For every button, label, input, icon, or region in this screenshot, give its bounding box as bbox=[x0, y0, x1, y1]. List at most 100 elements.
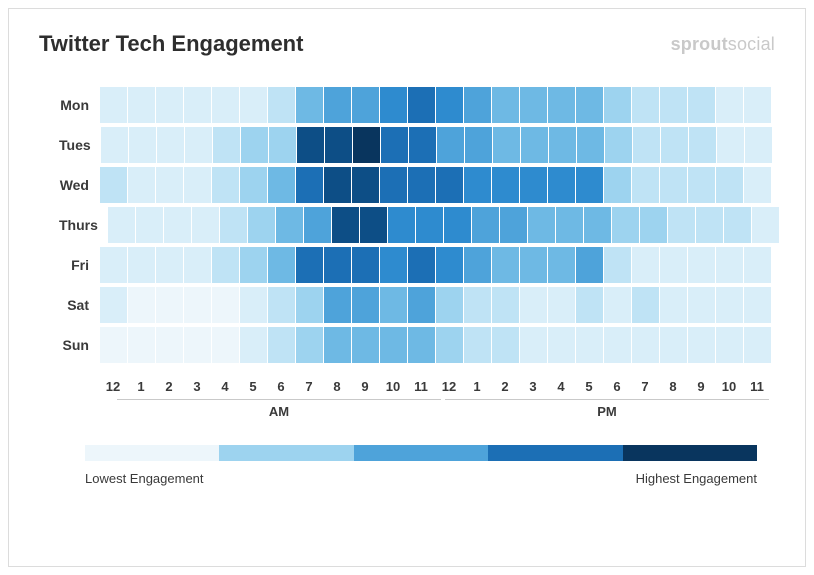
heatmap-cell bbox=[744, 327, 771, 363]
heatmap-cell bbox=[632, 87, 659, 123]
heatmap-cell bbox=[520, 167, 547, 203]
heatmap-cell bbox=[100, 167, 127, 203]
heatmap-cell bbox=[660, 167, 687, 203]
heatmap-cell bbox=[696, 207, 723, 243]
heatmap-row: Wed bbox=[59, 165, 771, 205]
heatmap-cell bbox=[716, 287, 743, 323]
heatmap-cell bbox=[716, 247, 743, 283]
heatmap-cell bbox=[212, 167, 239, 203]
heatmap-cell bbox=[584, 207, 611, 243]
heatmap-cell bbox=[408, 327, 435, 363]
legend-segment bbox=[219, 445, 353, 461]
heatmap-cell bbox=[380, 87, 407, 123]
heatmap-cell bbox=[101, 127, 128, 163]
heatmap-cell bbox=[184, 287, 211, 323]
legend-segment bbox=[85, 445, 219, 461]
heatmap-cell bbox=[213, 127, 240, 163]
heatmap-cell bbox=[128, 87, 155, 123]
heatmap-cell bbox=[240, 167, 267, 203]
heatmap-cell bbox=[520, 87, 547, 123]
heatmap-cell bbox=[717, 127, 744, 163]
heatmap-cell bbox=[156, 247, 183, 283]
heatmap-cell bbox=[660, 247, 687, 283]
legend-labels: Lowest Engagement Highest Engagement bbox=[85, 471, 757, 486]
heatmap-cell bbox=[332, 207, 359, 243]
heatmap-cell bbox=[576, 247, 603, 283]
heatmap-cell bbox=[268, 167, 295, 203]
legend: Lowest Engagement Highest Engagement bbox=[85, 445, 757, 486]
heatmap-cell bbox=[156, 327, 183, 363]
heatmap-cell bbox=[220, 207, 247, 243]
heatmap-cell bbox=[324, 327, 351, 363]
heatmap-cell bbox=[576, 327, 603, 363]
heatmap-cell bbox=[128, 247, 155, 283]
heatmap-cell bbox=[604, 247, 631, 283]
heatmap-cell bbox=[492, 87, 519, 123]
heatmap-cell bbox=[689, 127, 716, 163]
hour-label: 5 bbox=[239, 379, 267, 394]
heatmap-cell bbox=[492, 327, 519, 363]
hour-label: 9 bbox=[687, 379, 715, 394]
brand-logo: sproutsocial bbox=[671, 34, 775, 55]
heatmap-cell bbox=[716, 327, 743, 363]
hour-label: 4 bbox=[211, 379, 239, 394]
hour-label: 2 bbox=[491, 379, 519, 394]
hour-label: 12 bbox=[99, 379, 127, 394]
heatmap-cell bbox=[744, 287, 771, 323]
heatmap-row: Fri bbox=[59, 245, 771, 285]
heatmap-cell bbox=[360, 207, 387, 243]
hour-label: 2 bbox=[155, 379, 183, 394]
heatmap-cell bbox=[548, 327, 575, 363]
heatmap-cell bbox=[464, 247, 491, 283]
heatmap-row: Sun bbox=[59, 325, 771, 365]
heatmap-cell bbox=[381, 127, 408, 163]
heatmap-cell bbox=[352, 287, 379, 323]
hour-label: 11 bbox=[743, 379, 771, 394]
heatmap-cell bbox=[744, 247, 771, 283]
heatmap-cell bbox=[184, 87, 211, 123]
legend-segment bbox=[354, 445, 488, 461]
heatmap-cell bbox=[464, 327, 491, 363]
heatmap-cell bbox=[661, 127, 688, 163]
heatmap-cell bbox=[436, 327, 463, 363]
heatmap-cell bbox=[660, 327, 687, 363]
heatmap-cell bbox=[520, 287, 547, 323]
heatmap-cell bbox=[660, 287, 687, 323]
heatmap-cell bbox=[688, 287, 715, 323]
heatmap-cell bbox=[380, 327, 407, 363]
heatmap-cell bbox=[548, 167, 575, 203]
heatmap-cell bbox=[632, 287, 659, 323]
heatmap-cell bbox=[576, 87, 603, 123]
hour-label: 9 bbox=[351, 379, 379, 394]
heatmap-cell bbox=[492, 247, 519, 283]
heatmap-cell bbox=[380, 287, 407, 323]
heatmap-cell bbox=[612, 207, 639, 243]
heatmap-cell bbox=[100, 87, 127, 123]
day-label: Sat bbox=[59, 297, 99, 313]
heatmap-cell bbox=[100, 327, 127, 363]
heatmap-row: Sat bbox=[59, 285, 771, 325]
heatmap-cell bbox=[436, 87, 463, 123]
heatmap-cell bbox=[164, 207, 191, 243]
heatmap-cell bbox=[520, 247, 547, 283]
heatmap-cell bbox=[528, 207, 555, 243]
heatmap-cell bbox=[444, 207, 471, 243]
heatmap-cell bbox=[108, 207, 135, 243]
heatmap-cell bbox=[576, 167, 603, 203]
heatmap-cell bbox=[212, 287, 239, 323]
heatmap-cell bbox=[324, 167, 351, 203]
heatmap-cell bbox=[241, 127, 268, 163]
heatmap-cell bbox=[157, 127, 184, 163]
heatmap-cell bbox=[464, 87, 491, 123]
heatmap-cell bbox=[688, 327, 715, 363]
hour-axis: 121234567891011121234567891011 bbox=[59, 371, 771, 401]
heatmap-cell bbox=[268, 87, 295, 123]
hour-label: 4 bbox=[547, 379, 575, 394]
heatmap-cell bbox=[156, 287, 183, 323]
heatmap-cell bbox=[353, 127, 380, 163]
heatmap-row: Mon bbox=[59, 85, 771, 125]
hour-label: 5 bbox=[575, 379, 603, 394]
heatmap-cell bbox=[688, 167, 715, 203]
heatmap-cell bbox=[380, 167, 407, 203]
heatmap-cell bbox=[304, 207, 331, 243]
